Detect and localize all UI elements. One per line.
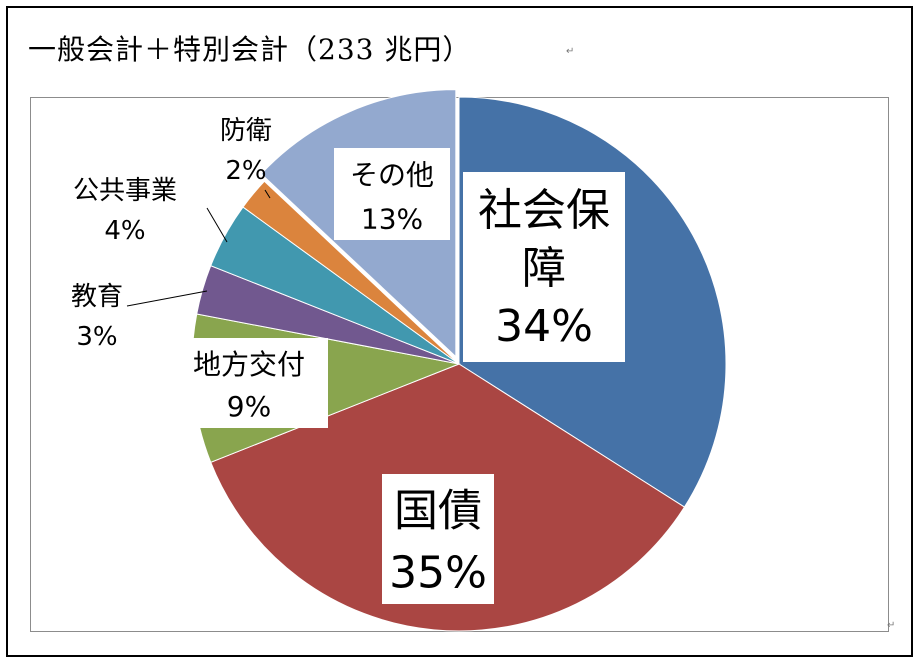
slice-label: 教育 3%	[71, 282, 123, 352]
label-box	[170, 338, 328, 428]
slice-name-label: 地方交付	[193, 348, 305, 381]
slice-label: その他 13%	[334, 148, 450, 240]
label-box	[334, 148, 450, 240]
slice-name-label: 国債	[394, 485, 482, 536]
slice-percent-label: 35%	[389, 547, 487, 598]
slice-percent-label: 13%	[361, 202, 423, 235]
slice-name-label: 障	[522, 243, 566, 294]
leader-line	[264, 189, 271, 199]
slice-label: 防衛 2%	[220, 116, 272, 186]
slice-label: 国債 35%	[382, 474, 494, 604]
slice-percent-label: 34%	[495, 301, 593, 352]
slice-name-label: 防衛	[220, 116, 272, 146]
slice-percent-label: 9%	[227, 390, 271, 423]
slice-name-label: 公共事業	[73, 176, 177, 206]
slice-name-label: 教育	[71, 282, 123, 312]
slice-percent-label: 3%	[76, 322, 117, 352]
slice-name-label: その他	[350, 158, 434, 191]
leader-line	[206, 207, 228, 243]
paragraph-mark: ↵	[566, 46, 575, 57]
label-box	[463, 172, 625, 362]
slice-percent-label: 4%	[104, 216, 145, 246]
pie-slice	[242, 180, 460, 365]
slice-percent-label: 2%	[225, 156, 266, 186]
slice-label: 公共事業 4%	[73, 176, 177, 246]
chart-title: 一般会計＋特別会計（233 兆円）	[28, 33, 472, 66]
paragraph-mark: ↵	[887, 620, 896, 631]
label-box	[382, 474, 494, 604]
leader-line	[126, 290, 208, 307]
slice-label: 地方交付 9%	[170, 338, 328, 428]
slice-name-label: 社会保	[478, 185, 610, 236]
